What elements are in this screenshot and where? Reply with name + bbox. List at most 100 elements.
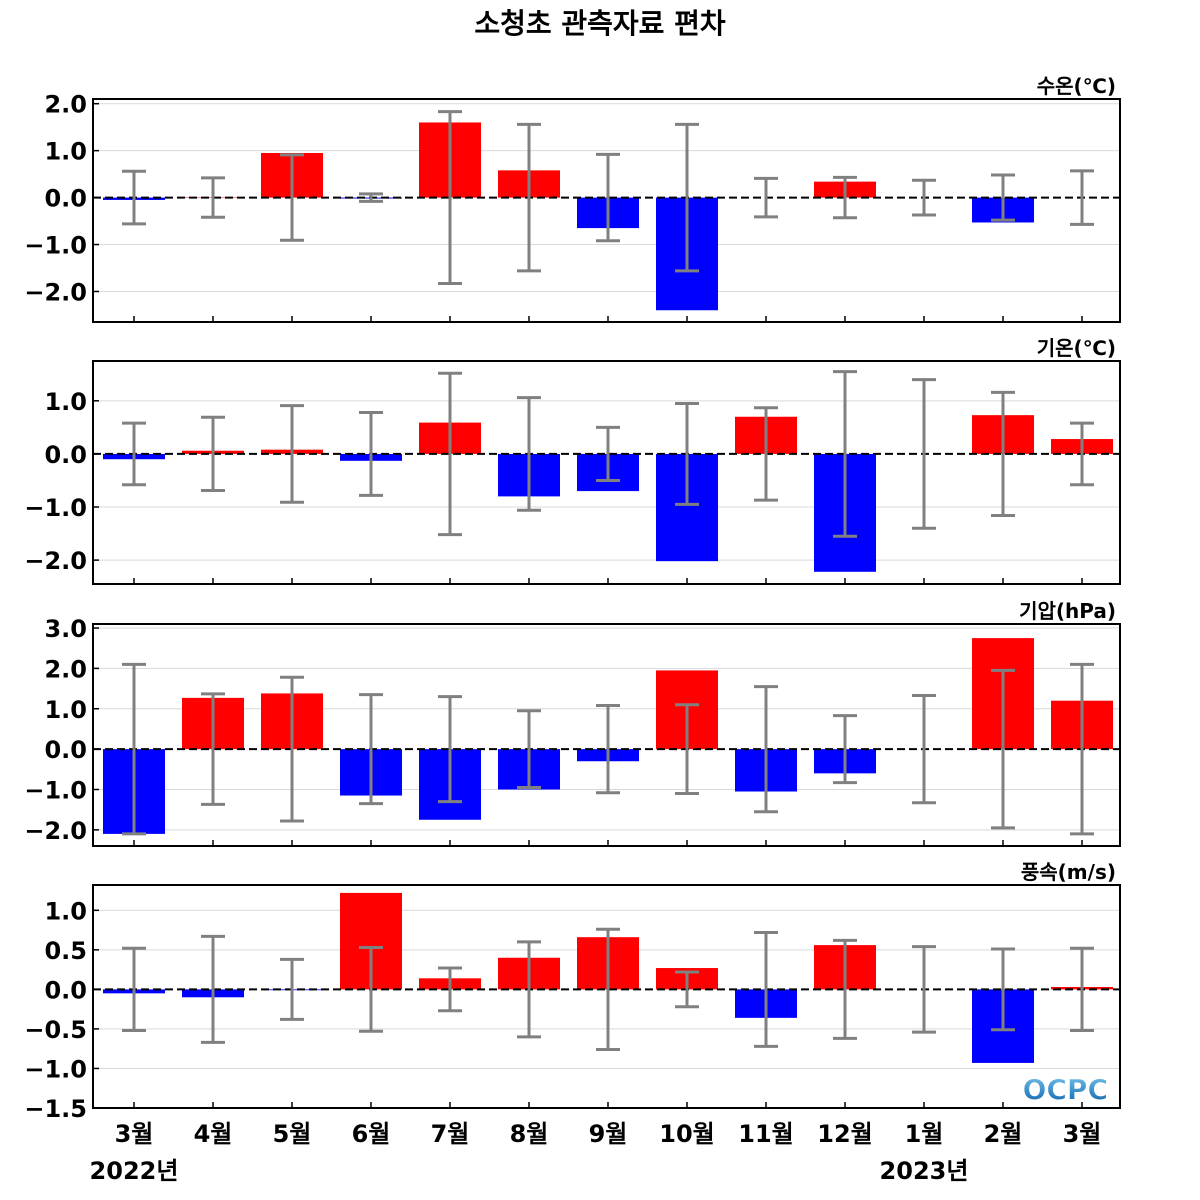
y-tick-label: 1.0 (44, 696, 87, 724)
error-bar (833, 938, 857, 1040)
plot-frame (92, 360, 1121, 585)
x-tick-label: 1월 (905, 1120, 944, 1148)
panel-unit-label: 기온(℃) (1037, 336, 1116, 360)
panel-unit-label: 수온(℃) (1037, 74, 1116, 98)
plot-frame (92, 884, 1121, 1109)
x-tick-label: 7월 (431, 1120, 470, 1148)
panel-unit-label: 기압(hPa) (1019, 599, 1116, 623)
error-bar (596, 927, 620, 1051)
error-bar (675, 970, 699, 1009)
error-bar (991, 668, 1015, 830)
x-axis-labels: 3월 4월 5월 6월 7월 8월 9월 10월 11월 12월 1월 2월 3월 2022년 2023년 (90, 1120, 1102, 1185)
chart-title: 소청초 관측자료 편차 (474, 7, 726, 40)
error-bar (675, 401, 699, 506)
error-bar (201, 176, 225, 219)
error-bar (122, 421, 146, 487)
error-bar (517, 709, 541, 789)
error-bar (438, 371, 462, 537)
error-bar (280, 404, 304, 504)
error-bar (359, 192, 383, 203)
x-tick-label: 6월 (352, 1120, 391, 1148)
error-bar (833, 714, 857, 785)
y-tick-label: −1.0 (24, 232, 87, 260)
panel-unit-label: 풍속(m/s) (1021, 860, 1116, 884)
y-tick-label: −2.0 (24, 278, 87, 306)
error-bar (122, 662, 146, 836)
x-tick-label: 9월 (589, 1120, 628, 1148)
y-tick-label: 0.0 (44, 976, 87, 1004)
y-tick-label: 3.0 (44, 615, 87, 643)
error-bar (675, 703, 699, 796)
panel-3: 3.0 2.0 1.0 0.0 −1.0 −2.0 기압(hPa) (24, 599, 1121, 847)
panel-2: 1.0 0.0 −1.0 −2.0 기온(℃) (24, 336, 1121, 585)
error-bar (912, 178, 936, 217)
error-bar (122, 946, 146, 1033)
error-bar (438, 110, 462, 286)
error-bar (438, 695, 462, 804)
error-bar (280, 957, 304, 1021)
plot-frame (92, 623, 1121, 847)
error-bar (833, 370, 857, 538)
y-tick-label: −1.0 (24, 1055, 87, 1083)
error-bar (517, 122, 541, 273)
error-bar (912, 378, 936, 530)
error-bar (754, 176, 778, 219)
error-bar (1070, 662, 1094, 836)
year-label: 2022년 (90, 1157, 179, 1185)
x-tick-label: 12월 (817, 1120, 872, 1148)
y-tick-label: −1.0 (24, 494, 87, 522)
year-label: 2023년 (880, 1157, 969, 1185)
error-bar (359, 693, 383, 806)
x-tick-label: 11월 (738, 1120, 793, 1148)
error-bar (517, 940, 541, 1039)
error-bar (359, 411, 383, 497)
y-tick-label: 0.0 (44, 185, 87, 213)
panels: 2.0 1.0 0.0 −1.0 −2.0 수온(℃) 1.0 0.0 −1.0 −2.0 기온(℃… (24, 74, 1121, 1123)
panel-4: 1.0 0.5 0.0 −0.5 −1.0 −1.5 풍속(m/s) (24, 860, 1121, 1123)
y-tick-label: 0.0 (44, 441, 87, 469)
logo-text: OCPC (1023, 1073, 1108, 1106)
x-tick-label: 3월 (115, 1120, 154, 1148)
error-bar (359, 945, 383, 1033)
error-bar (596, 152, 620, 243)
y-tick-label: 1.0 (44, 138, 87, 166)
error-bar (754, 930, 778, 1048)
error-bar (675, 122, 699, 273)
error-bar (517, 396, 541, 512)
error-bar (991, 947, 1015, 1032)
error-bar (280, 675, 304, 823)
error-bar (1070, 169, 1094, 226)
error-bar (280, 153, 304, 242)
error-bar (201, 934, 225, 1044)
y-tick-label: 2.0 (44, 91, 87, 119)
x-tick-label: 4월 (194, 1120, 233, 1148)
y-tick-label: 0.5 (44, 937, 87, 965)
y-tick-label: −2.0 (24, 547, 87, 575)
error-bar (122, 169, 146, 226)
ocpc-logo: OCPC (1022, 1073, 1108, 1107)
x-tick-label: 3월 (1063, 1120, 1102, 1148)
error-bar (201, 692, 225, 806)
error-bar (201, 415, 225, 493)
error-bar (438, 966, 462, 1013)
error-bar (991, 173, 1015, 222)
panel-1: 2.0 1.0 0.0 −1.0 −2.0 수온(℃) (24, 74, 1121, 323)
x-tick-label: 2월 (984, 1120, 1023, 1148)
y-tick-label: −0.5 (24, 1016, 87, 1044)
y-tick-label: 2.0 (44, 655, 87, 683)
y-tick-label: 0.0 (44, 736, 87, 764)
error-bar (596, 704, 620, 795)
error-bar (1070, 946, 1094, 1033)
error-bar (912, 693, 936, 805)
x-tick-label: 10월 (659, 1120, 714, 1148)
y-tick-label: 1.0 (44, 897, 87, 925)
error-bar (833, 175, 857, 220)
plot-frame (92, 98, 1121, 323)
error-bar (991, 390, 1015, 518)
y-tick-label: −1.5 (24, 1095, 87, 1123)
error-bar (754, 685, 778, 814)
y-tick-label: 1.0 (44, 388, 87, 416)
y-tick-label: −2.0 (24, 817, 87, 845)
x-tick-label: 5월 (273, 1120, 312, 1148)
